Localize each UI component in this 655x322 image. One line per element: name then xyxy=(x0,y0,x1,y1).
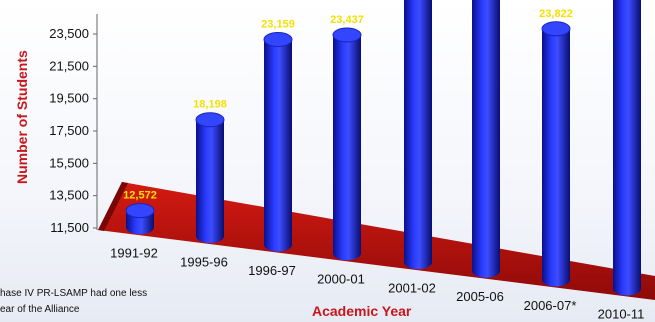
bar-body xyxy=(542,28,570,287)
bar-top xyxy=(332,27,362,43)
y-tick-label: 17,500 xyxy=(49,123,89,138)
chart-floor-edge xyxy=(98,182,128,231)
bar-top xyxy=(125,203,155,219)
x-tick-label: 2006-07* xyxy=(524,298,577,313)
y-axis-title: Number of Students xyxy=(14,50,30,184)
bar-body xyxy=(404,0,432,270)
data-label: 23,822 xyxy=(539,8,573,20)
bar-top xyxy=(541,21,571,37)
bar-body xyxy=(472,0,500,278)
y-tick-label: 19,500 xyxy=(49,91,89,106)
y-tick-label: 15,500 xyxy=(49,155,89,170)
x-tick-label: 1995-96 xyxy=(180,254,228,269)
y-tick-label: 21,500 xyxy=(49,58,89,73)
data-label: 18,198 xyxy=(193,99,227,111)
bar-body xyxy=(264,39,292,252)
x-tick-label: 1996-97 xyxy=(248,263,296,278)
x-tick-label: 1991-92 xyxy=(110,246,158,261)
bar-body xyxy=(333,35,361,261)
bar-body xyxy=(196,119,224,244)
bar-2005-06 xyxy=(472,0,500,278)
chart-floor xyxy=(98,182,655,300)
x-tick-label: 2005-06 xyxy=(456,289,504,304)
bar-top xyxy=(263,32,293,48)
footnote-line-2: ear of the Alliance xyxy=(0,304,80,315)
footnote-line-1: hase IV PR-LSAMP had one less xyxy=(0,288,148,299)
data-label: 12,572 xyxy=(123,190,157,202)
bar-top xyxy=(195,112,225,128)
x-tick-label: 2010-11 xyxy=(598,307,645,322)
x-tick-label: 2000-01 xyxy=(317,272,365,287)
bar-1991-92 xyxy=(125,203,155,235)
y-tick-label: 11,500 xyxy=(50,220,89,235)
x-axis-title: Academic Year xyxy=(312,303,412,319)
bar-2010-11 xyxy=(613,0,641,296)
y-tick-label: 23,500 xyxy=(49,26,89,41)
bar-2006-07* xyxy=(541,21,571,287)
bar-1996-97 xyxy=(263,32,293,252)
y-tick-label: 13,500 xyxy=(49,188,89,203)
bar-2001-02 xyxy=(404,0,432,270)
bar-body xyxy=(613,0,641,296)
bar-1995-96 xyxy=(195,112,225,244)
x-tick-label: 2001-02 xyxy=(388,280,436,295)
data-label: 23,437 xyxy=(330,14,364,26)
data-label: 23,159 xyxy=(261,19,295,31)
bar-2000-01 xyxy=(332,27,362,261)
